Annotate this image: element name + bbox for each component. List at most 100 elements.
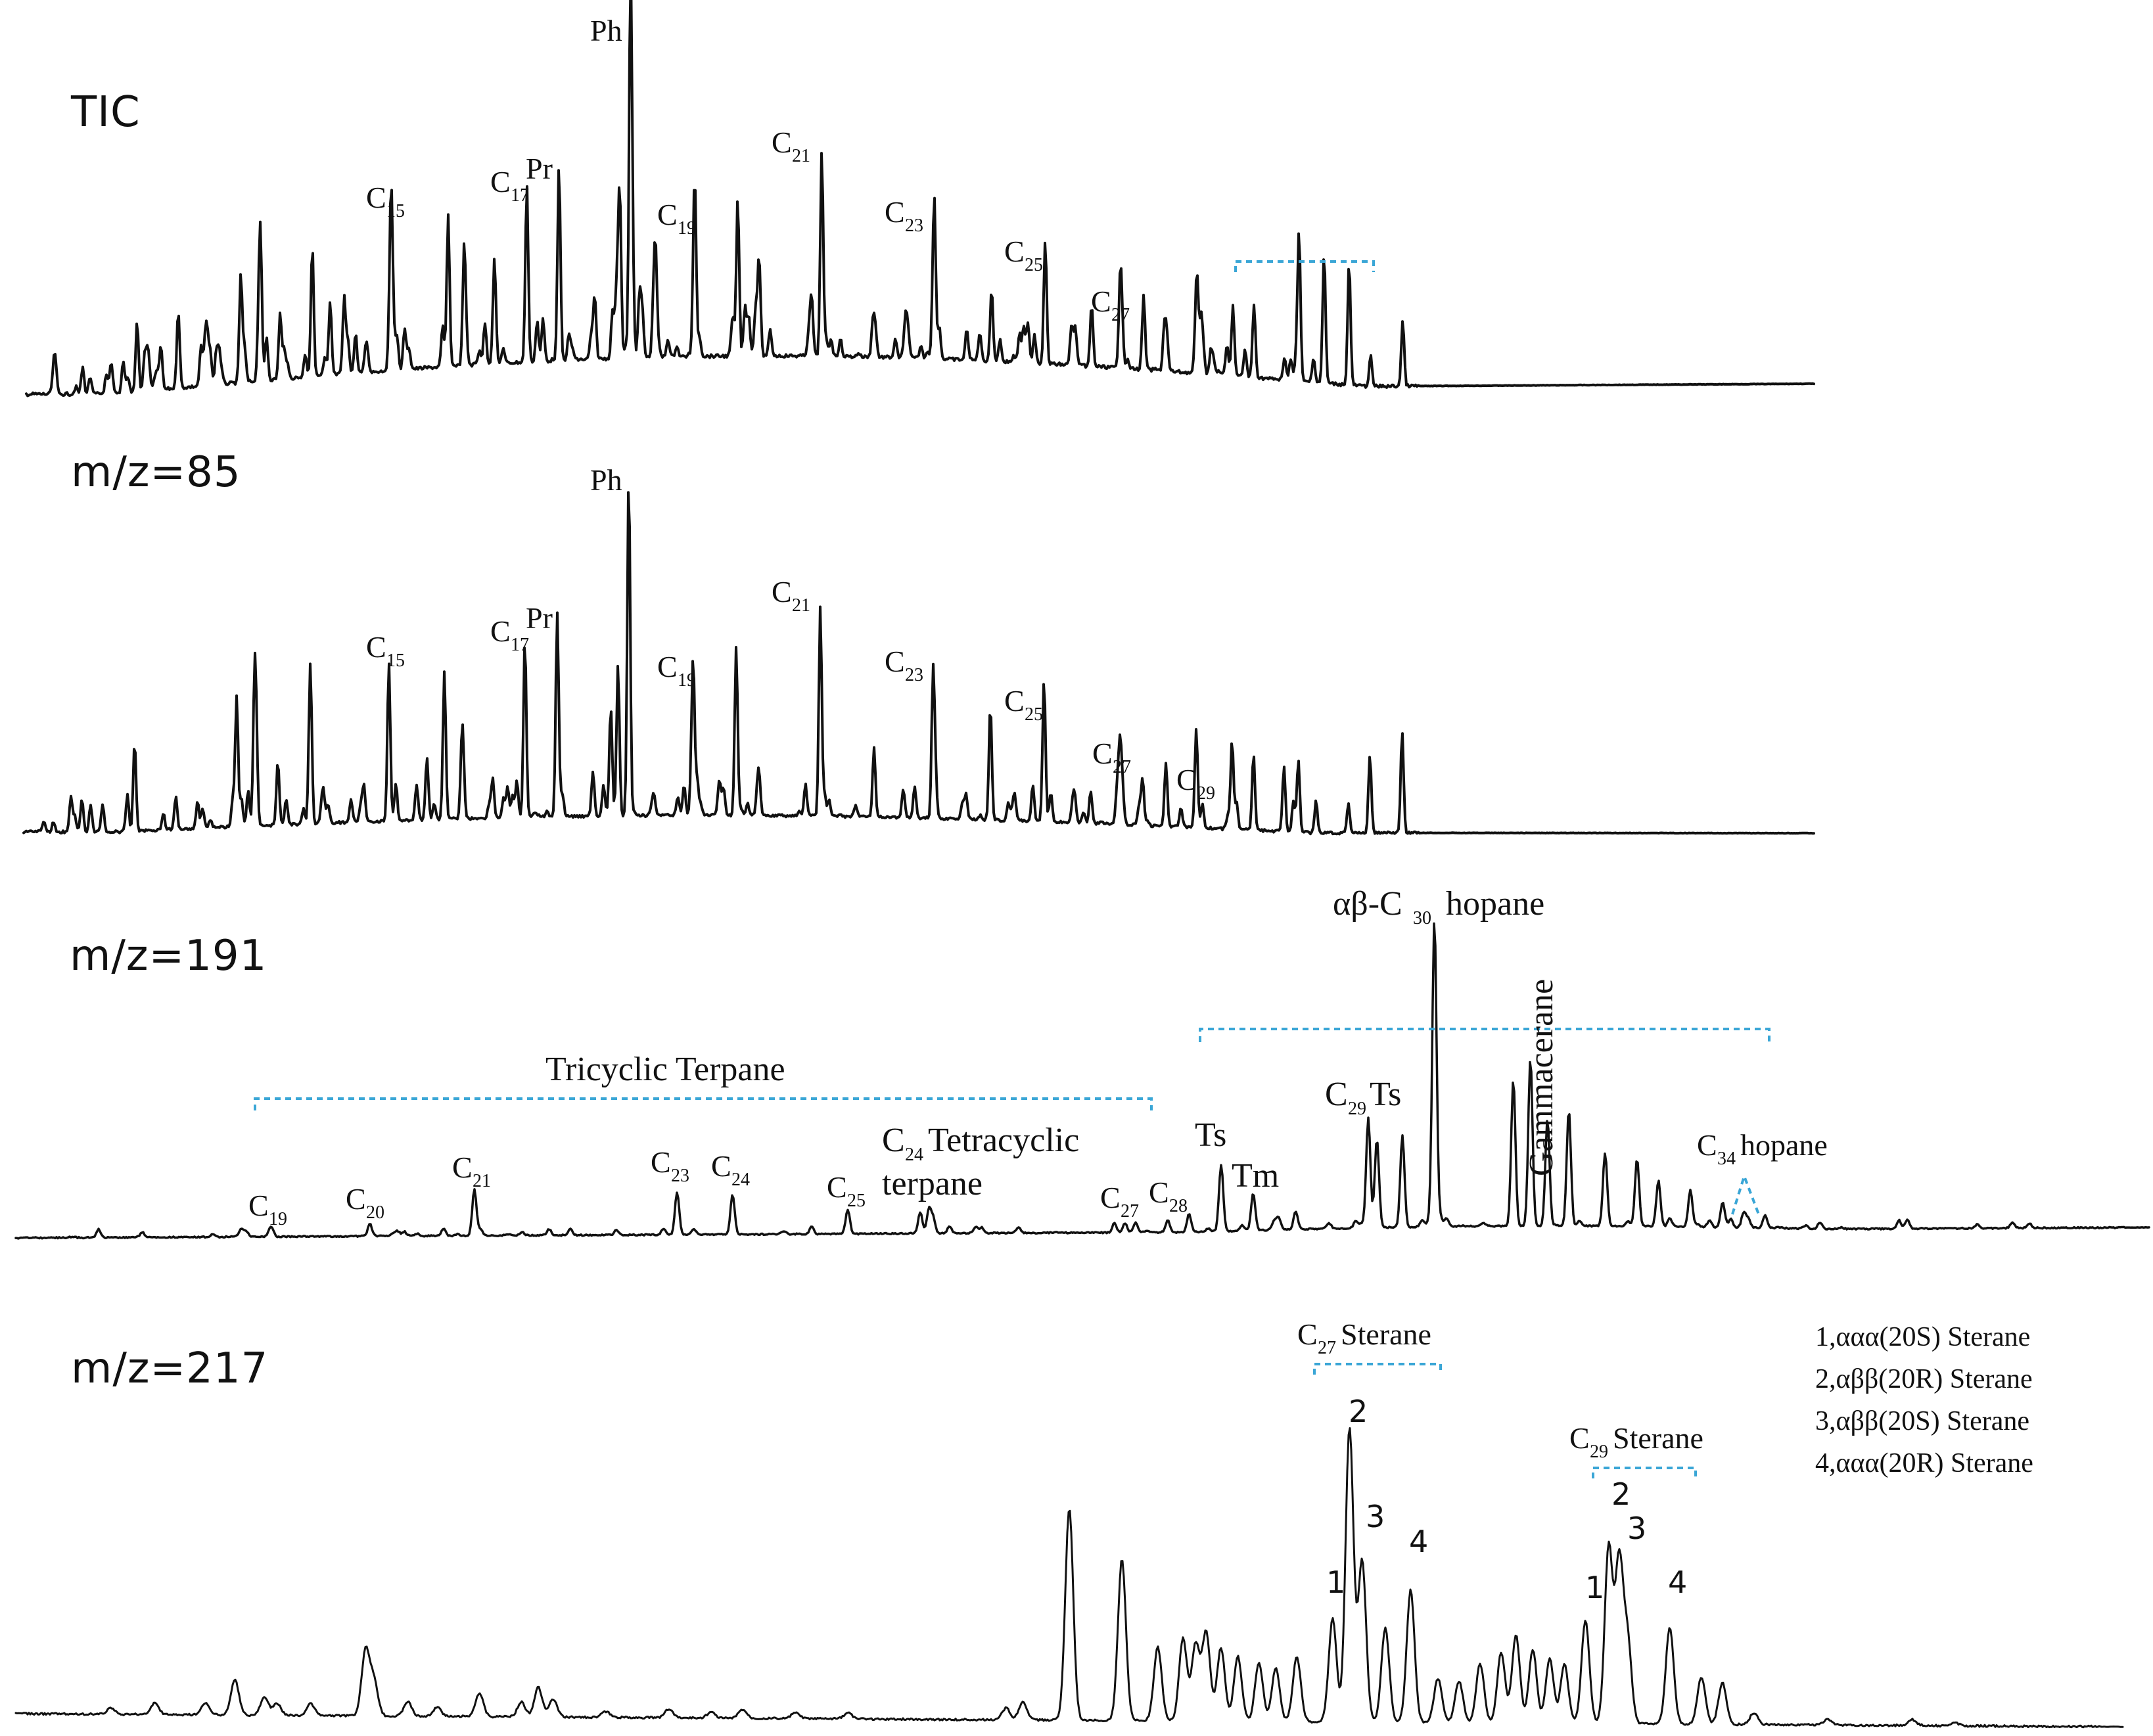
peak-num-c29-1: 1 — [1585, 1570, 1604, 1605]
peak-label-191-tm: Tm — [1232, 1157, 1279, 1195]
peak-num-c27-4: 4 — [1409, 1524, 1428, 1559]
svg-text:21: 21 — [473, 1171, 491, 1191]
svg-text:15: 15 — [386, 651, 405, 671]
peak-label-85-c25: C 25 — [1004, 684, 1043, 725]
peak-label-191-c28: C 28 — [1149, 1176, 1188, 1216]
svg-text:C: C — [490, 614, 511, 648]
svg-text:C: C — [366, 181, 386, 214]
peak-label-191-c30-hopane: αβ-C 30 hopane — [1333, 885, 1544, 928]
panel-title-mz217: m/z=217 — [71, 1344, 268, 1393]
panel-mz217: m/z=217 C 27 Sterane C 29 Sterane 1 2 3 … — [14, 1317, 2124, 1729]
legend-entry-4: 4,ααα(20R) Sterane — [1815, 1448, 2033, 1478]
peak-num-c27-3: 3 — [1366, 1499, 1385, 1534]
bracket-label-c29-sterane: C 29 Sterane — [1569, 1421, 1703, 1462]
peak-label-191-c27: C 27 — [1100, 1181, 1139, 1222]
peak-label-85-c29: C 29 — [1176, 763, 1215, 804]
svg-text:C: C — [1100, 1181, 1121, 1214]
svg-text:C: C — [248, 1189, 269, 1222]
legend-entry-2: 2,αββ(20R) Sterane — [1815, 1364, 2033, 1394]
bracket-pentacyclic — [1199, 1028, 1771, 1042]
peak-label-tic-c15: C 15 — [366, 181, 405, 221]
svg-text:C: C — [366, 630, 386, 664]
svg-text:αβ-C: αβ-C — [1333, 885, 1402, 923]
peak-label-191-c34-hopane: C 34 hopane — [1697, 1128, 1828, 1169]
bracket-c29-sterane — [1592, 1467, 1697, 1478]
svg-text:C: C — [1004, 235, 1025, 268]
peak-label-191-c24: C 24 — [711, 1149, 750, 1190]
trace-mz85 — [22, 491, 1815, 836]
panel-mz191: m/z=191 Tricyclic Terpane C 19 C 20 C 21… — [14, 885, 2150, 1240]
trace-mz217 — [14, 1427, 2124, 1729]
svg-text:C: C — [1149, 1176, 1169, 1209]
svg-text:29: 29 — [1197, 783, 1215, 804]
peak-label-tic-c21: C 21 — [772, 126, 810, 166]
svg-text:15: 15 — [386, 201, 405, 221]
svg-text:C: C — [882, 1122, 905, 1159]
peak-num-c27-2: 2 — [1349, 1394, 1368, 1429]
svg-text:Ts: Ts — [1370, 1076, 1401, 1113]
svg-text:28: 28 — [1169, 1196, 1188, 1216]
svg-text:Sterane: Sterane — [1341, 1317, 1431, 1351]
peak-label-tic-c23: C 23 — [885, 195, 923, 236]
svg-text:C: C — [711, 1149, 731, 1183]
peak-label-tic-c27: C 27 — [1091, 285, 1130, 325]
svg-text:27: 27 — [1121, 1201, 1139, 1222]
svg-text:27: 27 — [1111, 305, 1130, 325]
peak-label-85-c15: C 15 — [366, 630, 405, 671]
peak-label-191-c29ts: C 29 Ts — [1325, 1076, 1401, 1119]
svg-text:24: 24 — [731, 1170, 750, 1190]
c34-hopane-pointer — [1731, 1172, 1760, 1215]
svg-text:C: C — [346, 1182, 366, 1216]
panel-title-mz85: m/z=85 — [71, 448, 241, 497]
peak-label-85-c27: C 27 — [1092, 737, 1131, 777]
svg-text:25: 25 — [1025, 255, 1043, 275]
svg-text:terpane: terpane — [882, 1165, 983, 1202]
svg-text:hopane: hopane — [1446, 885, 1544, 923]
svg-text:C: C — [885, 195, 905, 229]
peak-label-tic-c17: C 17 — [490, 165, 529, 206]
peak-num-c29-3: 3 — [1627, 1511, 1646, 1546]
panel-title-mz191: m/z=191 — [70, 932, 267, 980]
svg-text:C: C — [1176, 763, 1197, 796]
svg-text:19: 19 — [678, 670, 696, 691]
svg-text:C: C — [885, 645, 905, 678]
svg-text:23: 23 — [671, 1166, 689, 1186]
svg-text:20: 20 — [366, 1202, 384, 1223]
svg-text:19: 19 — [269, 1209, 287, 1229]
svg-text:hopane: hopane — [1740, 1128, 1828, 1162]
panel-mz85: m/z=85 C 15 C 17 Pr Ph C 19 C 21 C 23 C … — [22, 448, 1815, 836]
svg-text:C: C — [657, 650, 678, 683]
svg-text:C: C — [1697, 1128, 1717, 1162]
svg-text:21: 21 — [792, 595, 810, 616]
svg-text:C: C — [1004, 684, 1025, 718]
svg-text:25: 25 — [847, 1191, 866, 1211]
svg-text:17: 17 — [511, 185, 529, 206]
svg-text:29: 29 — [1348, 1099, 1366, 1119]
svg-text:27: 27 — [1113, 757, 1131, 777]
peak-label-85-pr: Pr — [526, 601, 553, 635]
peak-label-tic-ph: Ph — [590, 14, 622, 47]
svg-text:24: 24 — [905, 1145, 923, 1165]
svg-text:23: 23 — [905, 665, 923, 685]
svg-text:C: C — [1297, 1317, 1318, 1351]
peak-label-85-c17: C 17 — [490, 614, 529, 655]
svg-text:27: 27 — [1318, 1338, 1336, 1358]
svg-text:C: C — [772, 575, 792, 608]
svg-text:C: C — [657, 198, 678, 231]
peak-label-191-c21: C 21 — [452, 1151, 491, 1191]
bracket-tricyclic — [254, 1097, 1153, 1110]
peak-label-tic-c19: C 19 — [657, 198, 696, 239]
bracket-c27-sterane — [1313, 1363, 1442, 1375]
bracket-tic — [1234, 260, 1375, 272]
bracket-label-tricyclic: Tricyclic Terpane — [545, 1051, 785, 1088]
svg-text:30: 30 — [1413, 908, 1431, 928]
svg-text:C: C — [772, 126, 792, 159]
svg-text:21: 21 — [792, 146, 810, 166]
svg-text:Sterane: Sterane — [1613, 1421, 1703, 1455]
svg-text:Tetracyclic: Tetracyclic — [928, 1122, 1079, 1159]
bracket-label-c27-sterane: C 27 Sterane — [1297, 1317, 1431, 1358]
peak-label-85-c21: C 21 — [772, 575, 810, 616]
svg-text:C: C — [452, 1151, 473, 1184]
svg-text:C: C — [490, 165, 511, 198]
